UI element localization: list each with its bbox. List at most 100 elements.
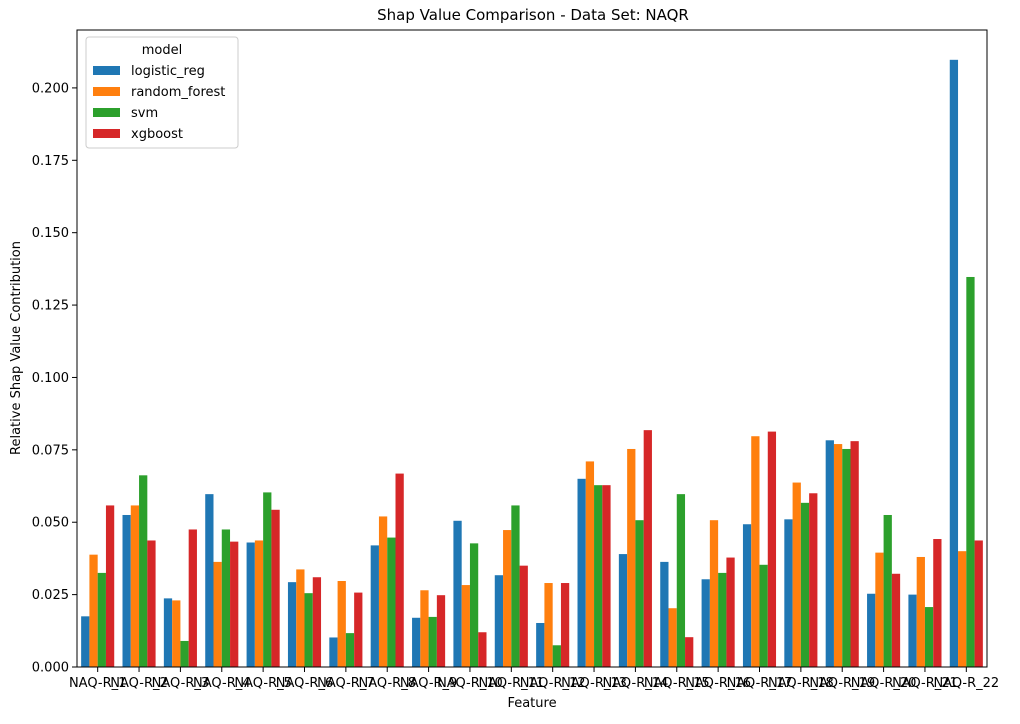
x-tick-label: NAQ-R_4 [193, 676, 250, 691]
bar-random_forest-10 [461, 585, 470, 667]
x-tick-label: NAQ-R_18 [768, 676, 834, 691]
bar-svm-13 [594, 485, 603, 667]
y-tick-label: 0.000 [32, 661, 69, 676]
bar-svm-3 [180, 640, 189, 667]
bar-svm-22 [966, 276, 975, 667]
bar-svm-11 [511, 505, 520, 667]
bar-xgboost-16 [726, 557, 735, 667]
bar-svm-19 [842, 448, 851, 667]
bar-xgboost-22 [974, 540, 983, 667]
x-tick-label: NAQ-R_12 [520, 676, 586, 691]
bar-logistic_reg-4 [205, 494, 214, 667]
bar-xgboost-18 [809, 493, 818, 667]
x-tick-label: NAQ-R_6 [276, 676, 333, 691]
bar-random_forest-19 [833, 444, 843, 667]
x-tick-label: NAQ-R_20 [851, 676, 917, 691]
x-tick-label: NAQ-R_19 [809, 676, 875, 691]
x-tick-label: NAQ-R_16 [685, 676, 751, 691]
bar-xgboost-5 [271, 509, 280, 667]
x-tick-label: NAQ-R_3 [152, 676, 209, 691]
bar-xgboost-10 [478, 632, 487, 667]
x-tick-label: NAQ-R_13 [561, 676, 627, 691]
legend-label-logistic_reg: logistic_reg [131, 64, 205, 79]
bar-random_forest-17 [751, 436, 760, 667]
bar-logistic_reg-8 [370, 545, 379, 667]
bar-xgboost-15 [685, 637, 694, 667]
bar-logistic_reg-15 [660, 561, 669, 667]
bar-logistic_reg-20 [867, 593, 876, 667]
x-tick-label: NAQ-R_15 [644, 676, 710, 691]
bar-svm-2 [139, 475, 148, 667]
bar-random_forest-1 [89, 554, 98, 667]
y-tick-label: 0.050 [32, 516, 69, 531]
legend-swatch-svm [93, 108, 120, 117]
legend-swatch-xgboost [93, 129, 120, 138]
bar-logistic_reg-3 [163, 598, 173, 667]
bar-logistic_reg-9 [412, 617, 421, 667]
bar-random_forest-16 [709, 520, 719, 667]
legend-label-svm: svm [131, 106, 158, 121]
bar-random_forest-8 [378, 516, 388, 667]
bar-random_forest-7 [337, 581, 346, 667]
y-tick-label: 0.200 [32, 81, 69, 96]
legend-label-random_forest: random_forest [131, 85, 225, 100]
bar-svm-16 [718, 572, 727, 667]
bar-xgboost-13 [602, 485, 611, 667]
bar-random_forest-21 [916, 556, 925, 667]
bar-svm-21 [924, 607, 934, 667]
bar-logistic_reg-17 [742, 524, 752, 667]
bar-xgboost-14 [643, 430, 652, 667]
y-tick-label: 0.075 [32, 443, 69, 458]
bar-logistic_reg-13 [577, 478, 586, 667]
x-tick-label: NAQ-R_22 [933, 676, 999, 691]
bar-logistic_reg-22 [949, 59, 959, 667]
bar-xgboost-2 [147, 540, 156, 667]
bar-random_forest-4 [213, 561, 222, 667]
bar-random_forest-14 [627, 448, 636, 667]
bar-logistic_reg-19 [825, 440, 834, 667]
bar-random_forest-5 [254, 540, 264, 667]
bar-xgboost-21 [933, 539, 942, 667]
x-tick-label: NAQ-R_1 [69, 676, 126, 691]
x-tick-label: NAQ-R_8 [358, 676, 415, 691]
bar-random_forest-3 [172, 600, 181, 667]
x-tick-label: NAQ-R_2 [110, 676, 167, 691]
legend-title: model [142, 43, 182, 58]
bar-svm-14 [635, 520, 644, 667]
bar-svm-10 [469, 543, 479, 667]
legend-label-xgboost: xgboost [131, 127, 183, 142]
x-tick-label: NAQ-R_11 [478, 676, 544, 691]
bar-xgboost-7 [354, 592, 363, 667]
bar-svm-20 [883, 514, 892, 667]
bar-xgboost-19 [850, 441, 859, 667]
bar-svm-5 [263, 492, 272, 667]
bar-random_forest-15 [668, 608, 677, 667]
bar-random_forest-13 [585, 461, 595, 667]
y-axis-title: Relative Shap Value Contribution [9, 241, 24, 455]
x-tick-label: NAQ-R_21 [892, 676, 958, 691]
bar-xgboost-4 [230, 541, 239, 667]
bar-random_forest-12 [544, 583, 553, 667]
bar-xgboost-6 [312, 577, 322, 667]
bar-random_forest-18 [792, 482, 801, 667]
bar-logistic_reg-16 [701, 579, 710, 667]
bar-random_forest-20 [875, 552, 884, 667]
x-tick-label: NAQ-R_14 [603, 676, 669, 691]
x-axis-title: Feature [507, 696, 556, 711]
plot-area: 0.000 0.025 0.050 0.075 0.100 0.125 0.150 0.175… [32, 59, 999, 691]
bar-logistic_reg-14 [618, 554, 628, 667]
bar-random_forest-22 [958, 551, 967, 667]
bar-logistic_reg-5 [246, 542, 255, 667]
y-tick-label: 0.150 [32, 226, 69, 241]
bar-xgboost-9 [436, 595, 446, 667]
bar-xgboost-12 [560, 583, 570, 667]
plot-frame [76, 29, 988, 668]
bar-logistic_reg-7 [329, 637, 338, 667]
bar-logistic_reg-10 [453, 520, 462, 667]
bar-logistic_reg-11 [494, 575, 504, 667]
bar-xgboost-11 [519, 565, 528, 667]
bar-logistic_reg-6 [287, 582, 297, 667]
bar-svm-6 [304, 593, 313, 667]
